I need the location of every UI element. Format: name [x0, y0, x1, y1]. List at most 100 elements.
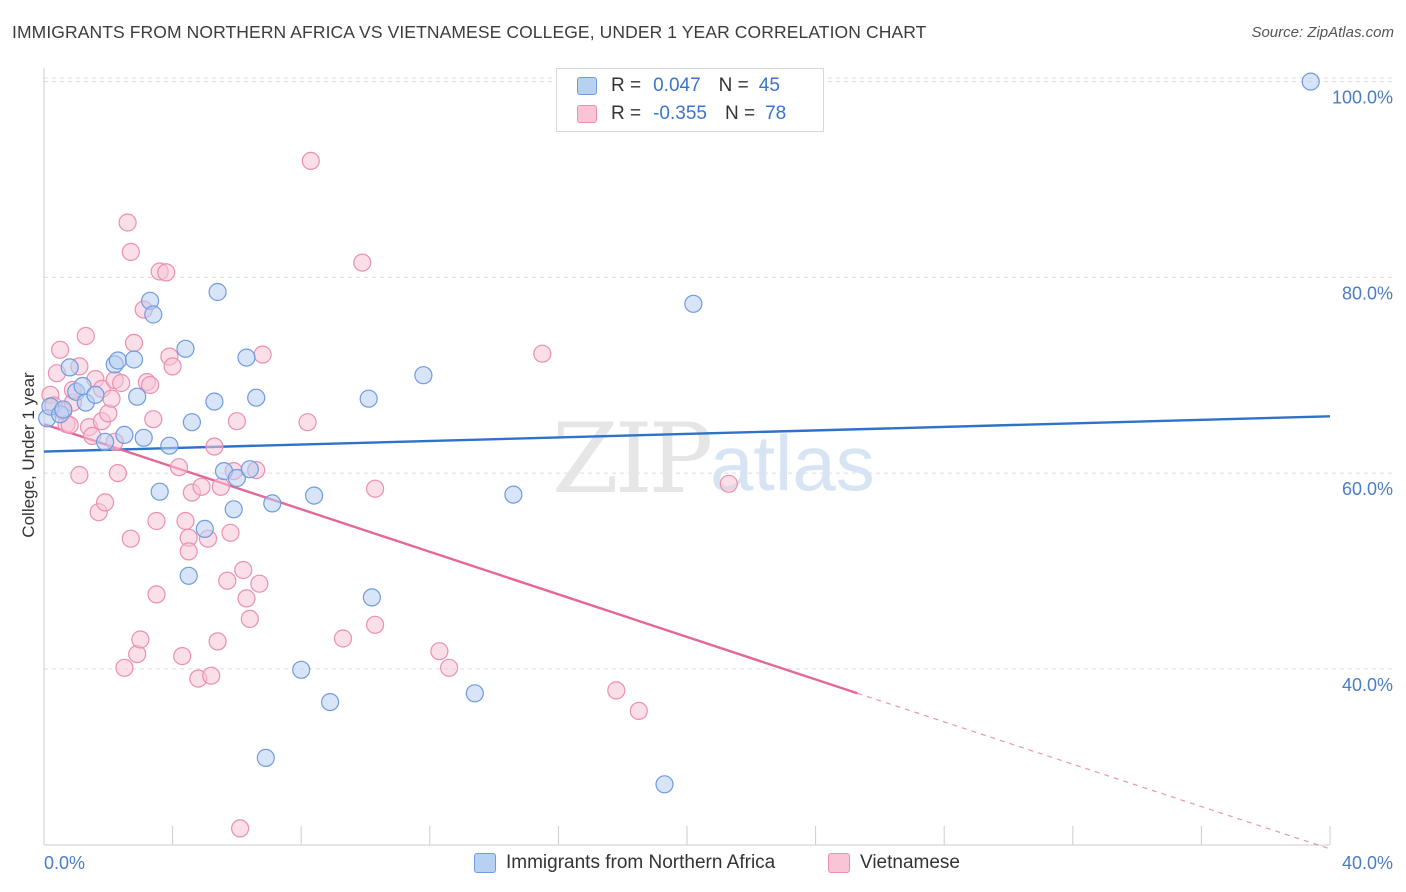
pink-data-point [176, 511, 195, 531]
pink-data-point [430, 642, 449, 661]
pink-data-point [205, 437, 224, 456]
pink-data-point [208, 632, 227, 651]
legend-n-value: 45 [758, 75, 780, 96]
pink-data-point [157, 263, 176, 282]
pink-data-point [50, 340, 70, 359]
legend-swatch-blue [577, 77, 597, 95]
blue-data-point [86, 385, 105, 404]
data-points [38, 72, 1320, 838]
legend: R = 0.047 N = 45 R = -0.355 N = 78 [556, 68, 824, 132]
blue-data-point [150, 482, 169, 501]
series-legend-swatch-blue [474, 853, 496, 873]
pink-data-point [76, 326, 95, 346]
pink-data-point [141, 375, 160, 395]
blue-data-point [179, 566, 198, 585]
legend-n-value: 78 [765, 103, 787, 124]
legend-r-label: R = [611, 103, 642, 124]
pink-data-point [607, 681, 626, 700]
legend-swatch-pink [577, 105, 597, 123]
blue-data-point [128, 387, 147, 406]
blue-data-point [247, 388, 266, 407]
watermark: ZIP atlas [552, 403, 875, 515]
pink-data-point [298, 413, 317, 432]
pink-data-point [169, 458, 189, 477]
pink-data-point [121, 242, 140, 261]
blue-data-point [95, 432, 115, 451]
source-label: Source: ZipAtlas.com [1251, 24, 1394, 41]
blue-data-point [504, 485, 523, 504]
blue-data-point [205, 392, 224, 411]
blue-data-point [224, 500, 243, 519]
blue-data-point [60, 358, 79, 377]
legend-r-value: -0.355 [653, 103, 707, 124]
legend-n-label: N = [718, 75, 749, 96]
blue-data-point [176, 339, 195, 358]
pink-data-point [108, 464, 128, 483]
blue-data-point [240, 460, 259, 479]
legend-row-pink: R = -0.355 N = 78 [577, 102, 786, 126]
pink-data-point [124, 333, 144, 352]
pink-trend-extension [857, 692, 1331, 850]
y-axis-label: College, Under 1 year [19, 372, 38, 538]
pink-data-point [240, 609, 259, 629]
blue-data-point [263, 494, 282, 513]
pink-data-point [440, 658, 459, 677]
chart-title: IMMIGRANTS FROM NORTHERN AFRICA VS VIETN… [12, 22, 927, 42]
pink-data-point [719, 474, 738, 493]
x-tick-label: 0.0% [44, 853, 85, 873]
blue-data-point [359, 389, 378, 408]
legend-n-label: N = [724, 103, 756, 124]
blue-data-point [465, 684, 484, 703]
pink-data-point [70, 465, 89, 485]
y-tick-label: 40.0% [1342, 675, 1393, 695]
pink-data-point [353, 253, 372, 272]
gridlines [44, 77, 1392, 670]
pink-data-point [121, 529, 140, 548]
pink-data-point [163, 357, 182, 376]
pink-data-point [301, 151, 320, 170]
blue-data-point [108, 351, 128, 370]
blue-data-point [237, 348, 256, 367]
pink-data-point [173, 646, 192, 666]
y-tick-label: 60.0% [1342, 479, 1393, 499]
y-tick-labels: 40.0% 60.0% 80.0% 100.0% [1332, 88, 1393, 695]
pink-data-point [629, 701, 648, 721]
blue-data-point [160, 436, 179, 455]
pink-data-point [112, 373, 131, 393]
pink-data-point [131, 630, 150, 649]
blue-data-point [182, 413, 201, 432]
blue-data-point [134, 428, 153, 447]
pink-data-point [147, 585, 166, 604]
blue-data-point [54, 400, 73, 419]
pink-data-point [533, 344, 552, 363]
pink-data-point [234, 560, 253, 580]
pink-data-point [144, 410, 163, 429]
x-tick-label: 40.0% [1342, 853, 1393, 873]
series-legend-label: Vietnamese [860, 852, 960, 873]
series-legend: Immigrants from Northern Africa Vietname… [0, 852, 1406, 878]
blue-data-point [414, 366, 433, 385]
axes [43, 68, 1331, 846]
pink-data-point [202, 666, 221, 685]
blue-data-point [144, 305, 163, 324]
blue-data-point [256, 748, 275, 768]
blue-data-point [195, 519, 214, 539]
pink-data-point [253, 345, 272, 364]
pink-data-point [221, 523, 240, 542]
series-legend-item-pink: Vietnamese [828, 852, 960, 874]
blue-data-point [321, 692, 340, 712]
pink-data-point [366, 479, 385, 498]
series-legend-swatch-pink [828, 853, 850, 873]
blue-trend-line [43, 415, 1331, 453]
pink-data-point [95, 493, 115, 512]
pink-data-point [118, 213, 137, 232]
blue-data-point [292, 660, 311, 679]
pink-data-point [211, 477, 230, 496]
pink-data-point [250, 574, 269, 593]
pink-data-point [99, 404, 118, 423]
blue-data-point [1301, 72, 1320, 91]
blue-data-point [115, 425, 134, 444]
pink-data-point [333, 629, 353, 648]
legend-r-value: 0.047 [653, 75, 701, 96]
pink-data-point [115, 658, 134, 677]
